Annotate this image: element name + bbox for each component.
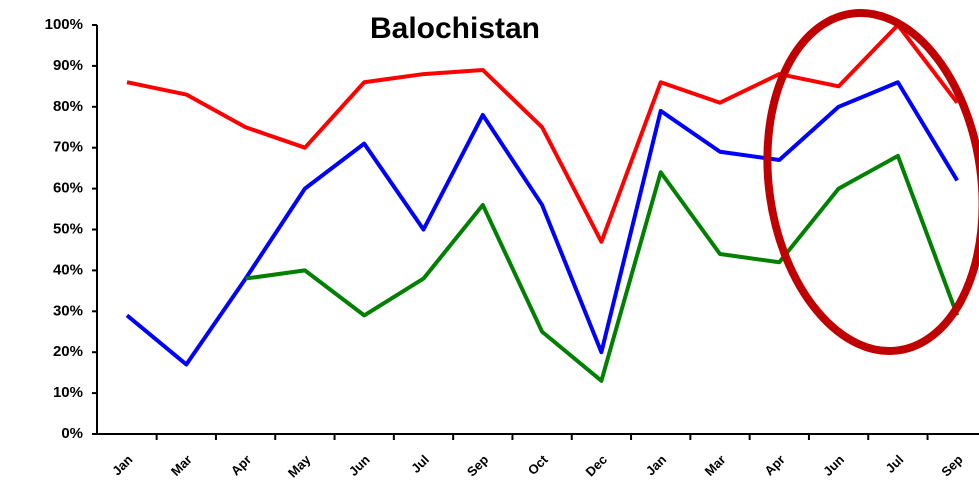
y-tick-label: 60%	[53, 180, 83, 197]
x-tick-label: Mar	[702, 452, 729, 479]
y-tick-label: 30%	[53, 302, 83, 319]
x-tick-label: Apr	[228, 452, 254, 478]
x-tick-label: Jul	[408, 452, 432, 476]
series-line	[125, 80, 959, 367]
y-tick-label: 0%	[61, 425, 83, 442]
x-tick-label: Jan	[643, 452, 669, 478]
x-tick-label: Jun	[346, 452, 373, 479]
x-tick-label: May	[285, 451, 314, 480]
x-tick-label: Sep	[464, 452, 492, 480]
y-tick-label: 50%	[53, 220, 83, 237]
y-tick-label: 10%	[53, 384, 83, 401]
x-tick-label: Jun	[820, 452, 847, 479]
series-line	[245, 153, 960, 383]
x-tick-label: Jan	[109, 452, 135, 478]
x-tick-label: Jul	[883, 452, 907, 476]
chart-title: Balochistan	[370, 12, 540, 45]
series-line	[126, 23, 959, 244]
x-tick-label: Oct	[525, 451, 551, 477]
y-tick-label: 20%	[53, 343, 83, 360]
x-tick-label: Mar	[168, 452, 195, 479]
y-tick-label: 70%	[53, 139, 83, 156]
y-tick-label: 80%	[53, 98, 83, 115]
y-tick-label: 90%	[53, 57, 83, 74]
x-tick-label: Apr	[761, 452, 787, 478]
y-tick-label: 40%	[53, 261, 83, 278]
x-tick-label: Dec	[582, 452, 609, 479]
highlight-circle	[763, 9, 979, 355]
y-tick-label: 100%	[45, 16, 83, 33]
x-tick-label: Sep	[938, 452, 966, 480]
